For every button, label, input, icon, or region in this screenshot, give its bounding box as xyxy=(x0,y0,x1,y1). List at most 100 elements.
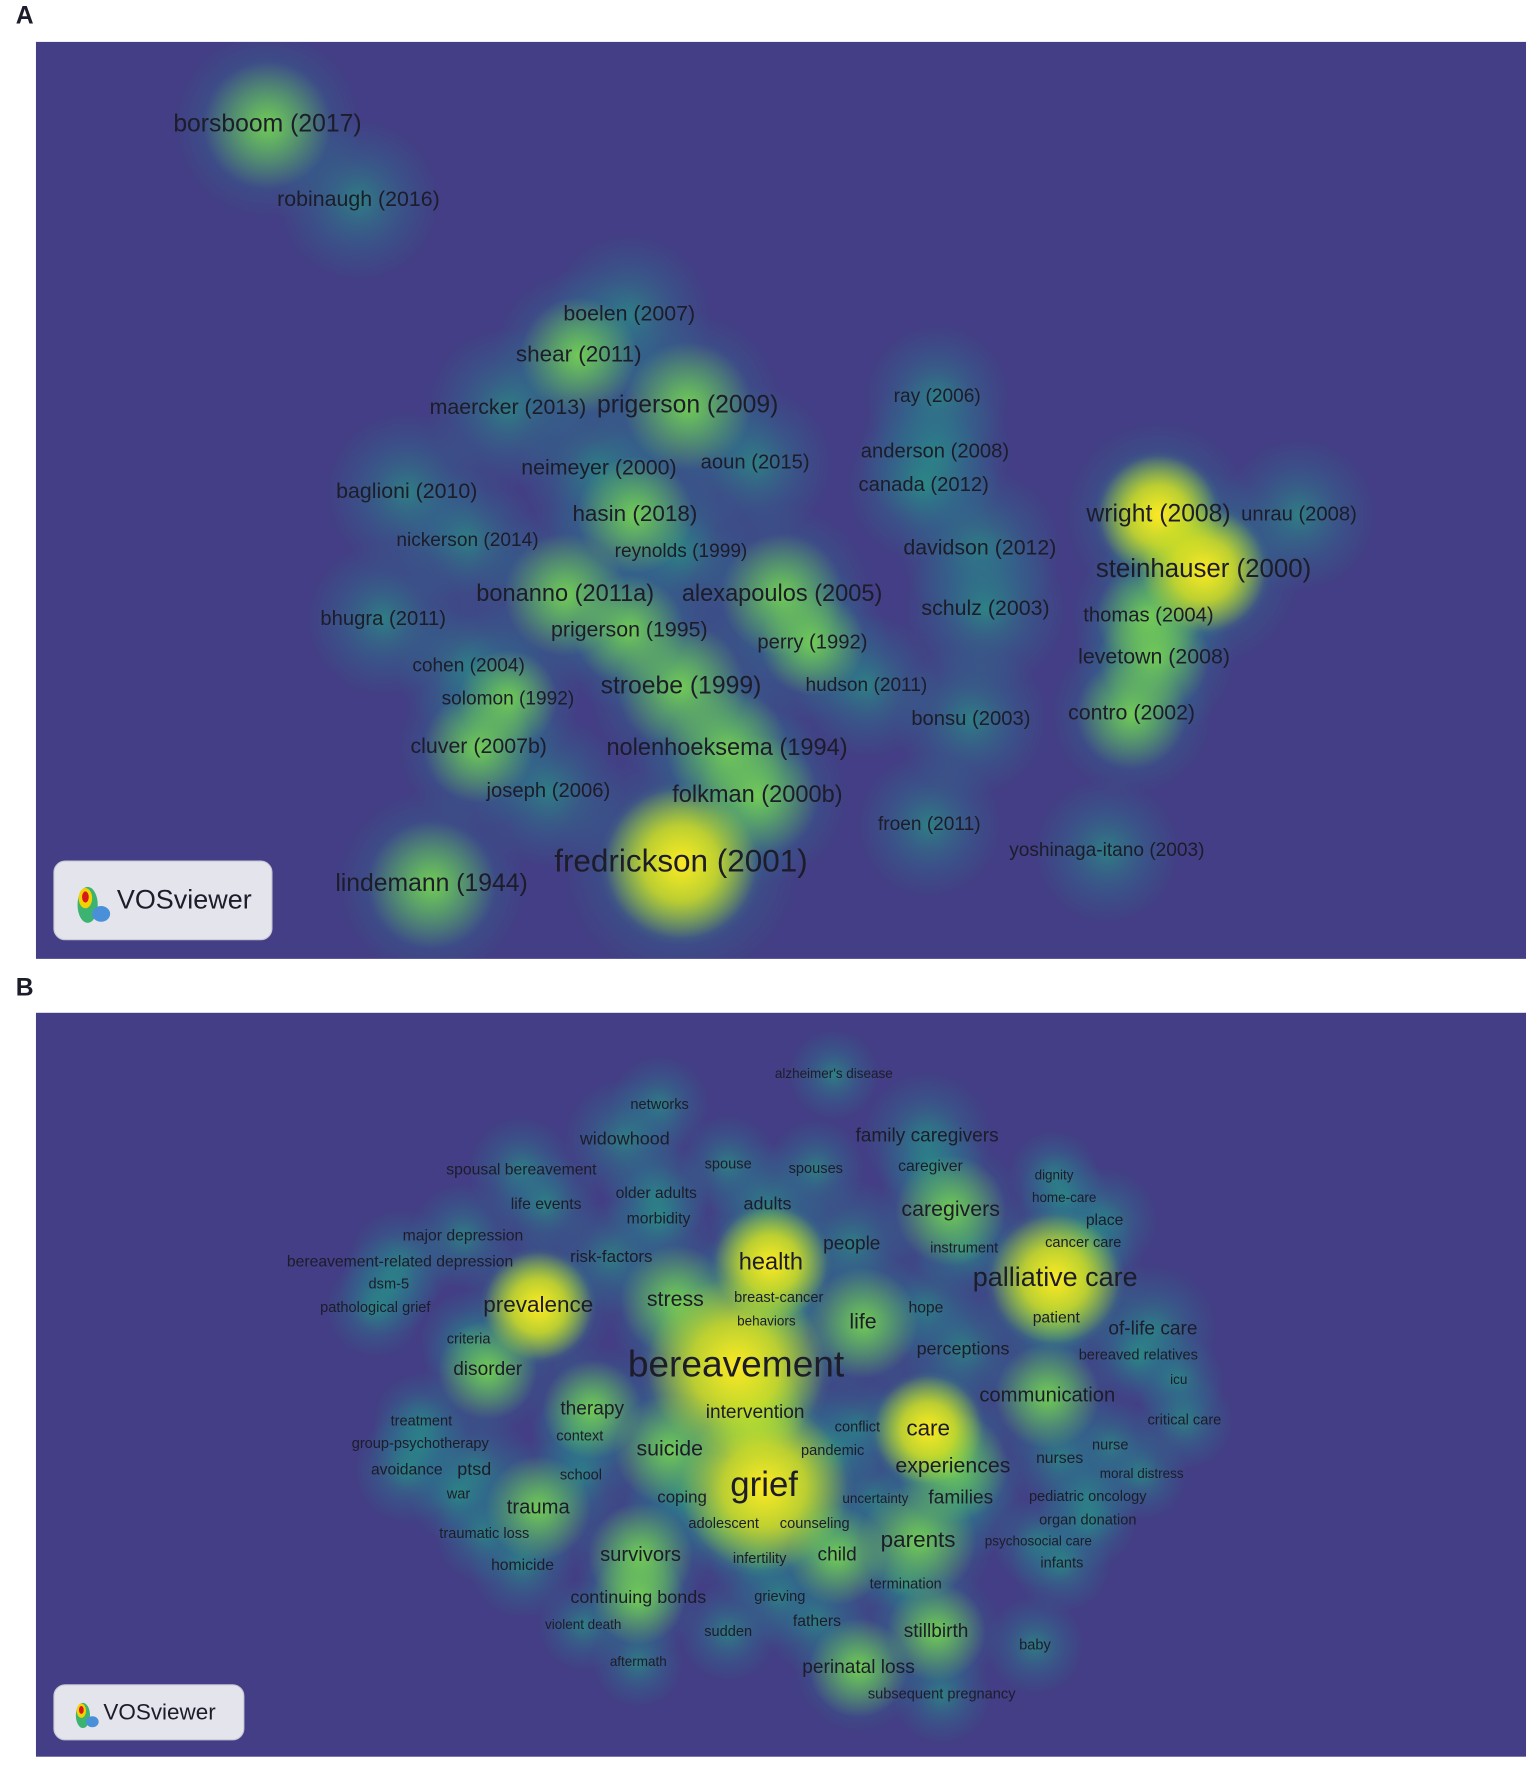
node-label: caregivers xyxy=(901,1197,999,1221)
node-label: nurses xyxy=(1036,1450,1083,1467)
density-core xyxy=(520,296,638,414)
node-label: infertility xyxy=(733,1551,787,1567)
node-label: adults xyxy=(744,1194,792,1214)
node-label: froen (2011) xyxy=(878,814,981,835)
node-label: child xyxy=(818,1545,857,1566)
node-label: avoidance xyxy=(371,1461,443,1478)
density-core xyxy=(807,1267,919,1379)
node-label: davidson (2012) xyxy=(903,535,1056,559)
density-peak xyxy=(680,1403,848,1571)
node-label: joseph (2006) xyxy=(486,780,611,802)
node-label: parents xyxy=(881,1527,956,1552)
logo-icon xyxy=(92,906,111,922)
node-label: prigerson (2009) xyxy=(597,392,778,419)
node-label: caregiver xyxy=(898,1158,963,1175)
node-label: hudson (2011) xyxy=(806,675,928,696)
node-label: group-psychotherapy xyxy=(352,1436,490,1452)
density-blob xyxy=(678,1582,778,1682)
node-label: stroebe (1999) xyxy=(601,672,762,699)
density-layer xyxy=(173,41,1376,959)
node-label: pandemic xyxy=(801,1443,864,1459)
node-label: levetown (2008) xyxy=(1078,644,1230,668)
node-label: uncertainty xyxy=(842,1491,908,1506)
node-label: stress xyxy=(647,1287,704,1311)
node-label: thomas (2004) xyxy=(1083,604,1213,626)
density-core xyxy=(859,1482,977,1600)
density-blob xyxy=(325,1258,425,1358)
density-peak xyxy=(874,1375,983,1484)
node-label: violent death xyxy=(545,1617,621,1632)
node-label: nurse xyxy=(1092,1437,1129,1453)
node-label: suicide xyxy=(637,1437,703,1461)
node-label: prigerson (1995) xyxy=(551,617,708,641)
logo-icon xyxy=(86,1716,99,1728)
logo-text: VOSviewer xyxy=(103,1699,216,1724)
node-label: borsboom (2017) xyxy=(173,111,361,138)
logo-box xyxy=(53,1684,245,1741)
node-label: major depression xyxy=(403,1228,524,1245)
density-blob xyxy=(1012,1513,1112,1614)
node-label: yoshinaga-itano (2003) xyxy=(1009,840,1204,861)
node-label: behaviors xyxy=(737,1313,796,1328)
node-label: palliative care xyxy=(973,1262,1138,1292)
node-label: life xyxy=(849,1310,876,1334)
node-label: dsm-5 xyxy=(369,1277,410,1293)
node-label: stillbirth xyxy=(904,1621,969,1642)
node-label: nickerson (2014) xyxy=(396,530,538,551)
node-label: solomon (1992) xyxy=(442,688,575,709)
node-label: sudden xyxy=(704,1624,752,1640)
node-label: trauma xyxy=(507,1497,571,1519)
node-label: baby xyxy=(1019,1637,1051,1653)
node-label: organ donation xyxy=(1039,1513,1136,1529)
density-core xyxy=(623,341,752,471)
node-label: baglioni (2010) xyxy=(336,479,477,503)
node-label: instrument xyxy=(930,1241,998,1257)
density-core xyxy=(367,820,496,949)
node-label: lindemann (1944) xyxy=(335,870,527,897)
node-label: place xyxy=(1086,1212,1124,1229)
node-label: homicide xyxy=(491,1557,554,1574)
node-label: family caregivers xyxy=(855,1125,998,1146)
node-label: canada (2012) xyxy=(858,474,988,496)
logo-icon xyxy=(82,891,89,903)
node-label: alzheimer's disease xyxy=(775,1066,893,1081)
node-label: risk-factors xyxy=(570,1247,652,1266)
node-label: robinaugh (2016) xyxy=(277,187,440,211)
node-label: fredrickson (2001) xyxy=(554,844,807,879)
density-core xyxy=(203,60,332,190)
density-blob xyxy=(1034,778,1180,924)
node-label: coping xyxy=(657,1488,707,1507)
node-label: bonanno (2011a) xyxy=(476,580,654,606)
density-core xyxy=(808,1618,909,1718)
node-label: communication xyxy=(979,1384,1115,1406)
node-label: continuing bonds xyxy=(570,1587,706,1607)
density-core xyxy=(485,1455,591,1561)
node-label: networks xyxy=(630,1097,688,1113)
density-peak xyxy=(1141,508,1266,633)
logo-text: VOSviewer xyxy=(117,885,252,915)
node-label: wright (2008) xyxy=(1085,501,1230,528)
node-label: perceptions xyxy=(917,1339,1010,1359)
node-label: bonsu (2003) xyxy=(911,708,1030,730)
node-label: of-life care xyxy=(1108,1319,1197,1340)
node-label: hasin (2018) xyxy=(572,501,697,526)
node-label: perinatal loss xyxy=(802,1657,915,1678)
panel-letter: A xyxy=(16,3,34,30)
logo-box xyxy=(53,860,273,941)
node-label: moral distress xyxy=(1100,1466,1184,1481)
node-label: prevalence xyxy=(483,1292,593,1317)
node-label: context xyxy=(556,1428,603,1444)
node-label: survivors xyxy=(600,1544,681,1566)
density-core xyxy=(994,1343,1100,1449)
node-label: psychosocial care xyxy=(985,1534,1092,1549)
density-blob xyxy=(787,1028,880,1121)
node-label: intervention xyxy=(706,1402,805,1423)
node-label: therapy xyxy=(560,1399,624,1420)
node-label: contro (2002) xyxy=(1068,701,1195,725)
density-core xyxy=(591,1551,686,1645)
density-core xyxy=(423,692,535,804)
node-label: adolescent xyxy=(688,1516,759,1532)
